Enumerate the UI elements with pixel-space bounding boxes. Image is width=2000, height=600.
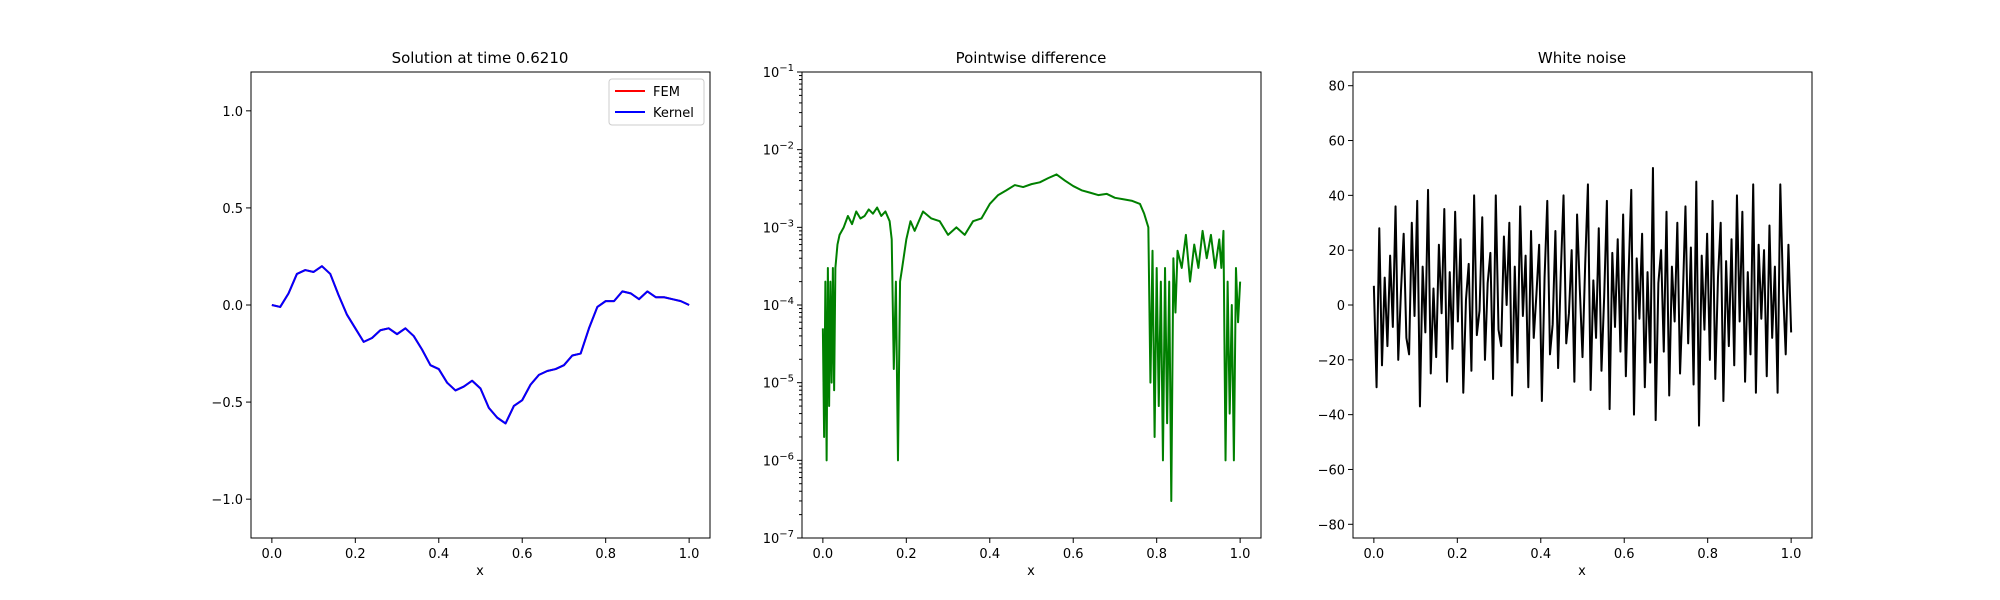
x-axis-label-solution: x bbox=[476, 564, 484, 579]
x-tick-label: 1.0 bbox=[679, 547, 700, 562]
y-tick-label: 10−5 bbox=[763, 374, 794, 392]
series-line-1 bbox=[821, 173, 1242, 502]
chart-title-solution: Solution at time 0.6210 bbox=[392, 49, 569, 67]
series-line-2 bbox=[1372, 166, 1793, 427]
panel-pointwise-difference: Pointwise difference 0.0 0.2 0.4 0.6 0.8 1.0 … bbox=[763, 49, 1262, 579]
y-tick-label: 0.5 bbox=[222, 202, 243, 217]
series-lines-white-noise bbox=[1372, 166, 1793, 427]
x-tick-label: 0.2 bbox=[1447, 547, 1468, 562]
y-tick-label: −20 bbox=[1318, 354, 1345, 369]
chart-title-white-noise: White noise bbox=[1538, 49, 1626, 67]
chart-title-difference: Pointwise difference bbox=[956, 49, 1107, 67]
y-tick-label: 80 bbox=[1328, 80, 1345, 95]
y-tick-label: 1.0 bbox=[222, 105, 243, 120]
series-line-kernel bbox=[271, 265, 690, 425]
plot-frame-white-noise bbox=[1352, 71, 1813, 539]
x-axis-label-white-noise: x bbox=[1578, 564, 1586, 579]
plot-area-white-noise bbox=[1372, 166, 1793, 427]
x-tick-label: 0.8 bbox=[1146, 547, 1167, 562]
x-axis-label-difference: x bbox=[1027, 564, 1035, 579]
x-tick-label: 0.4 bbox=[1530, 547, 1551, 562]
y-tick-label: 0 bbox=[1337, 299, 1345, 314]
legend-label-kernel: Kernel bbox=[653, 106, 694, 121]
x-tick-label: 0.8 bbox=[595, 547, 616, 562]
y-tick-label: 20 bbox=[1328, 244, 1345, 259]
x-tick-label: 0.8 bbox=[1697, 547, 1718, 562]
y-tick-label: 0.0 bbox=[222, 299, 243, 314]
x-tick-label: 0.2 bbox=[345, 547, 366, 562]
x-tick-label: 0.4 bbox=[428, 547, 449, 562]
x-tick-label: 0.6 bbox=[1063, 547, 1084, 562]
plot-area-solution bbox=[271, 265, 690, 425]
x-tick-label: 0.0 bbox=[813, 547, 834, 562]
y-tick-label: 10−1 bbox=[763, 63, 794, 81]
x-tick-label: 0.6 bbox=[1614, 547, 1635, 562]
plot-frame-difference bbox=[801, 71, 1262, 539]
y-axis-ticks-difference: 10−7 10−6 10−5 10−4 10−3 10−2 10−1 bbox=[763, 63, 802, 547]
x-tick-label: 0.6 bbox=[512, 547, 533, 562]
y-axis-ticks-white-noise: −80 −60 −40 −20 0 20 40 60 80 bbox=[1318, 80, 1353, 533]
legend: FEM Kernel bbox=[608, 78, 705, 126]
y-tick-label: −60 bbox=[1318, 463, 1345, 478]
series-line-fem bbox=[271, 265, 690, 425]
series-lines-difference bbox=[821, 173, 1242, 502]
y-tick-label: 10−4 bbox=[763, 296, 794, 314]
x-tick-label: 0.0 bbox=[1364, 547, 1385, 562]
y-tick-label: 10−2 bbox=[763, 141, 794, 159]
legend-label-fem: FEM bbox=[653, 85, 680, 100]
x-axis-ticks-white-noise: 0.0 0.2 0.4 0.6 0.8 1.0 bbox=[1364, 538, 1802, 562]
x-tick-label: 0.2 bbox=[896, 547, 917, 562]
y-tick-label: −0.5 bbox=[211, 396, 243, 411]
y-tick-label: 10−3 bbox=[763, 218, 794, 236]
y-tick-label: −1.0 bbox=[211, 493, 243, 508]
x-axis-ticks-solution: 0.0 0.2 0.4 0.6 0.8 1.0 bbox=[262, 538, 700, 562]
panel-solution: Solution at time 0.6210 0.0 0.2 0.4 0.6 0.8 1… bbox=[211, 49, 711, 579]
series-lines-solution bbox=[271, 265, 690, 425]
y-tick-label: −40 bbox=[1318, 409, 1345, 424]
x-tick-label: 1.0 bbox=[1781, 547, 1802, 562]
y-tick-label: 10−7 bbox=[763, 529, 794, 547]
panel-white-noise: White noise 0.0 0.2 0.4 0.6 0.8 1.0 −80 −60 −40… bbox=[1318, 49, 1813, 579]
x-tick-label: 0.4 bbox=[979, 547, 1000, 562]
x-tick-label: 0.0 bbox=[262, 547, 283, 562]
y-tick-label: 40 bbox=[1328, 189, 1345, 204]
plot-area-difference bbox=[821, 173, 1242, 502]
y-tick-label: −80 bbox=[1318, 518, 1345, 533]
plot-frame-solution bbox=[250, 71, 711, 539]
x-tick-label: 1.0 bbox=[1230, 547, 1251, 562]
y-tick-label: 60 bbox=[1328, 135, 1345, 150]
x-axis-ticks-difference: 0.0 0.2 0.4 0.6 0.8 1.0 bbox=[813, 538, 1251, 562]
y-tick-label: 10−6 bbox=[763, 451, 794, 469]
y-axis-ticks-solution: −1.0 −0.5 0.0 0.5 1.0 bbox=[211, 105, 251, 508]
